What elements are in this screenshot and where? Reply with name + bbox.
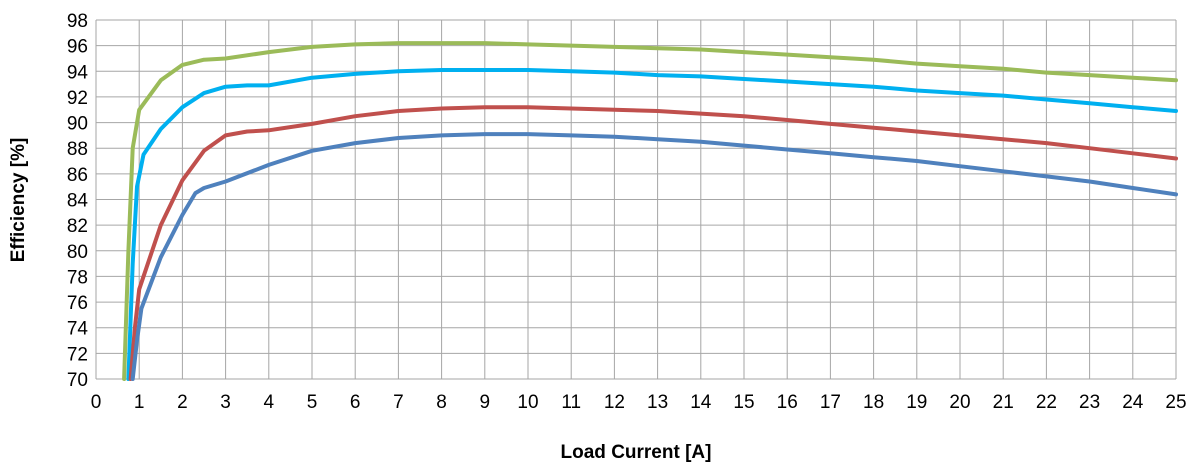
x-tick-label: 16 [777, 392, 798, 413]
x-tick-label: 8 [436, 392, 447, 413]
series-line-2 [126, 68, 1178, 381]
y-tick-label: 72 [67, 344, 88, 365]
series-layer [122, 41, 1178, 381]
y-tick-label: 78 [67, 267, 88, 288]
x-tick-label: 20 [949, 392, 970, 413]
x-tick-label: 9 [480, 392, 491, 413]
y-tick-label: 86 [67, 165, 88, 186]
y-tick-label: 82 [67, 216, 88, 237]
y-tick-label: 92 [67, 88, 88, 109]
x-tick-label: 14 [690, 392, 712, 413]
y-tick-label: 98 [67, 11, 88, 32]
x-tick-label: 22 [1036, 392, 1057, 413]
x-tick-label: 19 [906, 392, 927, 413]
y-tick-label: 90 [67, 114, 88, 135]
x-tick-label: 3 [220, 392, 231, 413]
x-tick-label: 25 [1165, 392, 1186, 413]
x-axis-title: Load Current [A] [561, 442, 712, 463]
x-tick-label: 17 [820, 392, 841, 413]
series-line-1 [122, 41, 1178, 381]
x-tick-label: 5 [307, 392, 318, 413]
x-tick-label: 4 [264, 392, 275, 413]
y-tick-label: 80 [67, 242, 88, 263]
y-tick-labels: 70 72 74 76 78 80 82 84 86 88 90 92 94 96 98 [67, 11, 89, 391]
x-tick-label: 0 [91, 392, 102, 413]
x-tick-label: 1 [134, 392, 145, 413]
series-line-4 [130, 132, 1178, 381]
y-tick-label: 88 [67, 139, 88, 160]
x-tick-label: 23 [1079, 392, 1100, 413]
x-tick-label: 24 [1122, 392, 1144, 413]
x-tick-label: 15 [733, 392, 754, 413]
x-tick-label: 13 [647, 392, 668, 413]
y-tick-label: 84 [67, 191, 89, 212]
series-line-3 [128, 105, 1178, 381]
y-tick-label: 94 [67, 62, 89, 83]
x-tick-label: 11 [561, 392, 581, 413]
y-axis-title: Efficiency [%] [8, 138, 29, 263]
y-tick-label: 96 [67, 37, 88, 58]
x-tick-label: 10 [517, 392, 538, 413]
y-tick-label: 70 [67, 370, 88, 391]
x-tick-labels: 0 1 2 3 4 5 6 7 8 9 10 11 12 13 14 15 16 17 18 19 20 21 22 23 24… [91, 392, 1187, 413]
x-tick-label: 2 [177, 392, 188, 413]
x-tick-label: 18 [863, 392, 884, 413]
y-tick-label: 76 [67, 293, 88, 314]
x-tick-label: 12 [604, 392, 625, 413]
y-tick-label: 74 [67, 319, 89, 340]
x-tick-label: 7 [393, 392, 404, 413]
x-tick-label: 21 [993, 392, 1014, 413]
x-tick-label: 6 [350, 392, 361, 413]
